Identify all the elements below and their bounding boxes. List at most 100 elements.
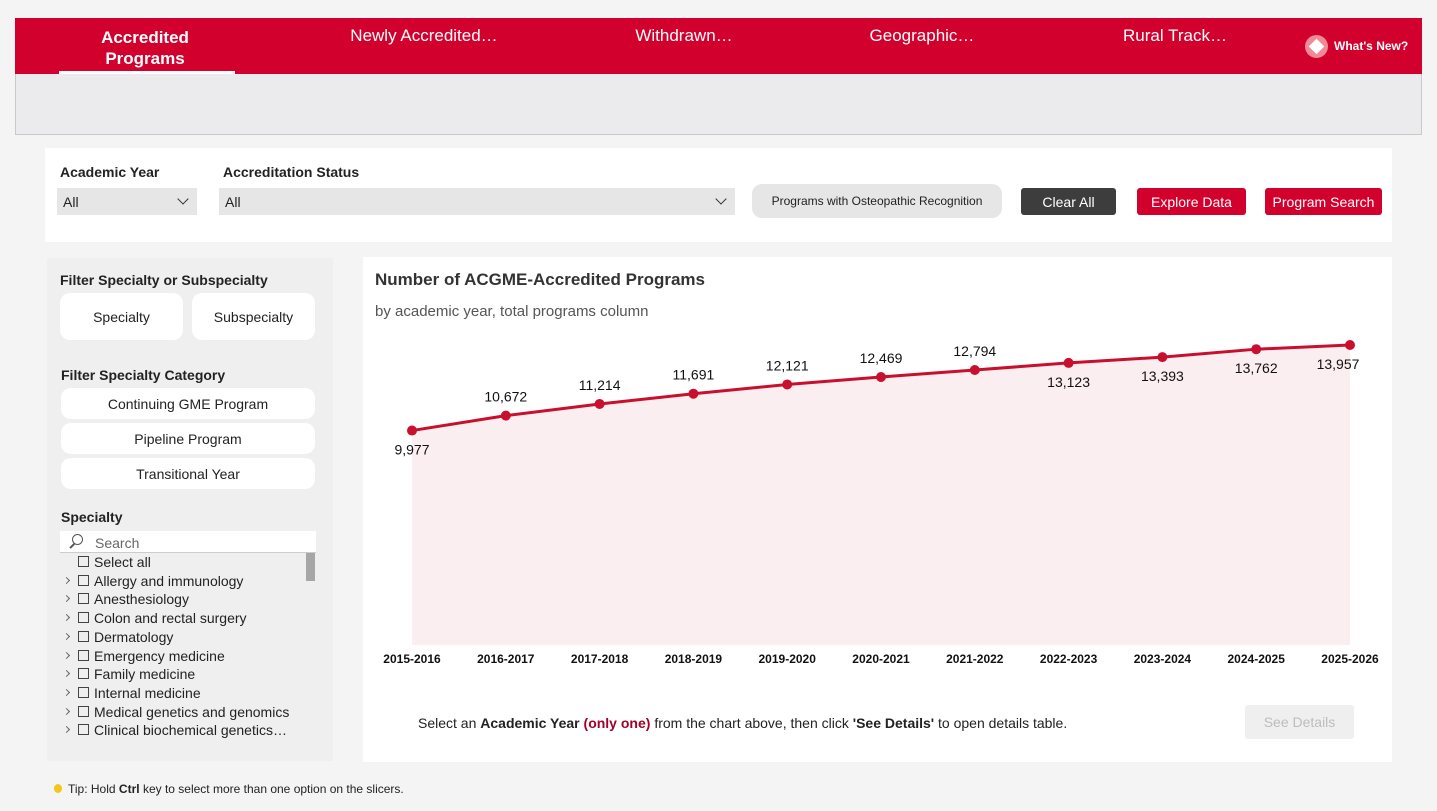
- list-item[interactable]: Emergency medicine: [62, 647, 304, 666]
- checkbox[interactable]: [78, 574, 89, 586]
- whats-new-icon[interactable]: [1305, 35, 1328, 58]
- expand-chevron[interactable]: [62, 688, 71, 696]
- expand-chevron[interactable]: [62, 576, 71, 584]
- checkbox[interactable]: [78, 686, 89, 698]
- section-title: Specialty: [61, 509, 123, 525]
- nav-tab[interactable]: Geographic…: [869, 26, 975, 45]
- checkbox[interactable]: [78, 612, 89, 624]
- x-tick-label: 2017-2018: [571, 652, 629, 666]
- point: [1157, 352, 1168, 363]
- expand-chevron[interactable]: [62, 632, 71, 640]
- dropdown[interactable]: All: [219, 188, 735, 215]
- instruction-text: to open details table.: [938, 715, 1068, 731]
- filter-label: Accreditation Status: [223, 164, 360, 180]
- nav-tab[interactable]: Withdrawn…: [635, 26, 733, 45]
- nav-tab[interactable]: Newly Accredited…: [350, 26, 498, 45]
- expand-chevron[interactable]: [62, 707, 71, 715]
- dropdown-value: All: [225, 194, 241, 210]
- section-title: Filter Specialty or Subspecialty: [60, 272, 268, 288]
- expand-chevron[interactable]: [62, 726, 71, 734]
- x-tick-label: 2019-2020: [759, 652, 817, 666]
- bulb-icon: [54, 784, 62, 793]
- checkbox[interactable]: [78, 593, 89, 605]
- instruction-bold: 'See Details': [852, 715, 935, 731]
- list-item[interactable]: Medical genetics and genomics: [62, 703, 304, 722]
- list-item[interactable]: Select all: [64, 553, 304, 572]
- point: [782, 379, 793, 390]
- category-button[interactable]: Transitional Year: [61, 458, 315, 489]
- checkbox[interactable]: [78, 556, 89, 567]
- point: [1345, 340, 1355, 350]
- x-tick-label: 2022-2023: [1040, 652, 1098, 666]
- checkbox[interactable]: [78, 705, 89, 717]
- x-tick-label: 2025-2026: [1321, 652, 1379, 666]
- checkbox[interactable]: [78, 630, 89, 642]
- x-tick-label: 2024-2025: [1228, 652, 1286, 666]
- search-box[interactable]: Search: [60, 531, 316, 553]
- whats-new[interactable]: What's New?: [1334, 39, 1409, 53]
- expand-chevron[interactable]: [62, 651, 71, 659]
- checkbox[interactable]: [78, 668, 89, 680]
- item-label: Colon and rectal surgery: [94, 610, 247, 627]
- chevron: [715, 193, 727, 205]
- x-tick-label: 2023-2024: [1134, 652, 1192, 666]
- instruction-text: Select an: [418, 715, 477, 731]
- nav-tab[interactable]: Rural Track…: [1123, 26, 1227, 45]
- point: [407, 425, 417, 436]
- explore-data-button[interactable]: Explore Data: [1137, 188, 1246, 215]
- item-label: Select all: [94, 554, 151, 570]
- nav-tab[interactable]: Accredited Programs: [101, 28, 189, 68]
- filter-label: Academic Year: [60, 164, 160, 180]
- expand-chevron[interactable]: [62, 614, 71, 622]
- item-label: Family medicine: [94, 666, 196, 683]
- point: [1251, 344, 1262, 355]
- list-item[interactable]: Family medicine: [62, 665, 304, 684]
- toggle-button[interactable]: Subspecialty: [192, 293, 315, 340]
- sub-banner: [15, 74, 1422, 135]
- expand-chevron[interactable]: [62, 670, 71, 678]
- osteopathic-button[interactable]: Programs with Osteopathic Recognition: [752, 184, 1002, 218]
- category-button[interactable]: Pipeline Program: [61, 423, 315, 454]
- clear-all-button[interactable]: Clear All: [1021, 188, 1116, 215]
- see-details-button[interactable]: See Details: [1245, 705, 1354, 739]
- point: [969, 364, 980, 375]
- data-label: 11,214: [579, 377, 621, 393]
- checkbox[interactable]: [78, 724, 89, 736]
- item-label: Internal medicine: [94, 684, 201, 701]
- top-nav: [15, 18, 1422, 74]
- expand-chevron[interactable]: [62, 595, 71, 603]
- item-label: Clinical biochemical genetics…: [94, 722, 287, 739]
- data-label: 12,794: [953, 343, 996, 359]
- list-item[interactable]: Clinical biochemical genetics…: [62, 721, 304, 740]
- search-icon-handle: [69, 543, 75, 549]
- item-label: Medical genetics and genomics: [94, 703, 290, 720]
- data-label: 11,691: [673, 367, 715, 383]
- toggle-button[interactable]: Specialty: [60, 293, 183, 340]
- instruction-emphasis: (only one): [583, 715, 651, 731]
- dropdown-value: All: [63, 194, 79, 210]
- search-placeholder: Search: [95, 535, 140, 551]
- tip: Tip: Hold Ctrl key to select more than o…: [68, 782, 404, 796]
- data-label: 13,123: [1047, 374, 1090, 390]
- list-item[interactable]: Internal medicine: [62, 684, 304, 703]
- data-label: 12,121: [766, 357, 809, 373]
- list-item[interactable]: Colon and rectal surgery: [62, 609, 304, 628]
- list-item[interactable]: Dermatology: [62, 628, 304, 647]
- x-tick-label: 2020-2021: [852, 652, 910, 666]
- icon-shape: [1308, 38, 1325, 55]
- instruction-bold: Academic Year: [480, 715, 580, 731]
- x-tick-label: 2015-2016: [383, 652, 441, 666]
- dropdown[interactable]: All: [57, 188, 197, 215]
- category-button[interactable]: Continuing GME Program: [61, 388, 315, 419]
- point: [876, 371, 886, 382]
- item-label: Dermatology: [94, 628, 174, 645]
- scrollbar[interactable]: [306, 553, 315, 581]
- list-item[interactable]: Allergy and immunology: [62, 572, 304, 591]
- x-tick-label: 2016-2017: [477, 652, 535, 666]
- checkbox[interactable]: [78, 649, 89, 661]
- list-item[interactable]: Anesthesiology: [62, 590, 304, 609]
- instruction: Select an Academic Year (only one) from …: [418, 715, 1067, 731]
- data-label: 13,762: [1235, 360, 1278, 376]
- program-search-button[interactable]: Program Search: [1265, 188, 1382, 215]
